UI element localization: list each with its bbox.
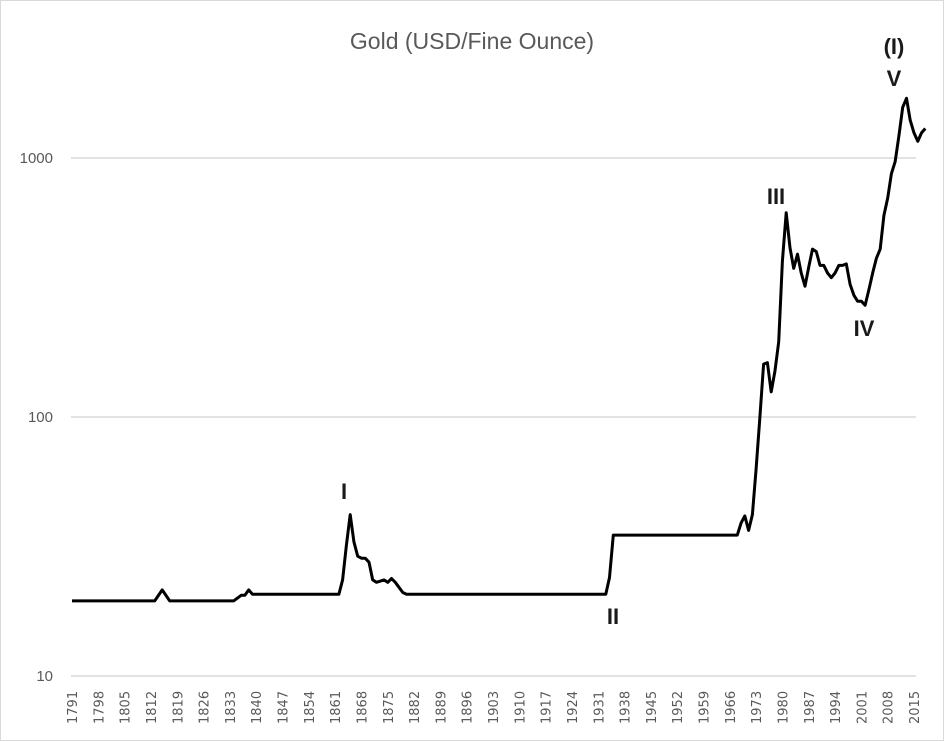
wave-label-ii: II <box>607 604 619 629</box>
x-tick-label: 1917 <box>540 691 555 724</box>
x-tick-label: 2008 <box>882 691 897 724</box>
x-tick-label: 1833 <box>224 691 239 724</box>
x-tick-label: 1840 <box>250 691 265 724</box>
y-tick-label: 1000 <box>20 150 53 167</box>
x-tick-label: 1791 <box>66 691 81 724</box>
x-tick-label: 1959 <box>698 691 713 724</box>
gold-price-line <box>72 96 927 603</box>
y-tick-label: 100 <box>28 409 53 426</box>
wave-label-iv: IV <box>854 316 875 341</box>
x-tick-label: 1924 <box>566 691 581 724</box>
x-tick-label: 1882 <box>408 691 423 724</box>
x-tick-label: 1903 <box>487 691 502 724</box>
x-axis-ticks: 1791 1798 1805 1812 1819 1826 1833 1840 1847 1854… <box>66 691 923 724</box>
x-tick-label: 1805 <box>119 691 134 724</box>
x-tick-label: 1819 <box>171 691 186 724</box>
x-tick-label: 1966 <box>724 691 739 724</box>
x-tick-label: 2015 <box>908 691 923 724</box>
x-tick-label: 2001 <box>855 691 870 724</box>
x-tick-label: 1868 <box>355 691 370 724</box>
x-tick-label: 1854 <box>303 691 318 724</box>
wave-degree-label: (I) <box>884 34 905 59</box>
x-tick-label: 1973 <box>750 691 765 724</box>
x-tick-label: 1987 <box>803 691 818 724</box>
x-tick-label: 1931 <box>592 691 607 724</box>
x-tick-label: 1861 <box>329 691 344 724</box>
x-tick-label: 1952 <box>671 691 686 724</box>
x-tick-label: 1812 <box>145 691 160 724</box>
x-tick-label: 1847 <box>277 691 292 724</box>
wave-label-i: I <box>341 479 347 504</box>
x-tick-label: 1910 <box>513 691 528 724</box>
wave-label-iii: III <box>767 184 785 209</box>
y-tick-label: 10 <box>36 668 53 685</box>
x-tick-label: 1875 <box>382 691 397 724</box>
wave-label-v: V <box>887 66 902 91</box>
x-tick-label: 1980 <box>776 691 791 724</box>
y-axis-ticks: 10 100 1000 <box>20 150 53 685</box>
gridlines <box>71 157 916 677</box>
x-tick-label: 1994 <box>829 691 844 724</box>
chart-title: Gold (USD/Fine Ounce) <box>349 28 595 54</box>
x-tick-label: 1826 <box>198 691 213 724</box>
x-tick-label: 1798 <box>92 691 107 724</box>
x-tick-label: 1938 <box>619 691 634 724</box>
x-tick-label: 1945 <box>645 691 660 724</box>
x-tick-label: 1896 <box>461 691 476 724</box>
x-tick-label: 1889 <box>434 691 449 724</box>
